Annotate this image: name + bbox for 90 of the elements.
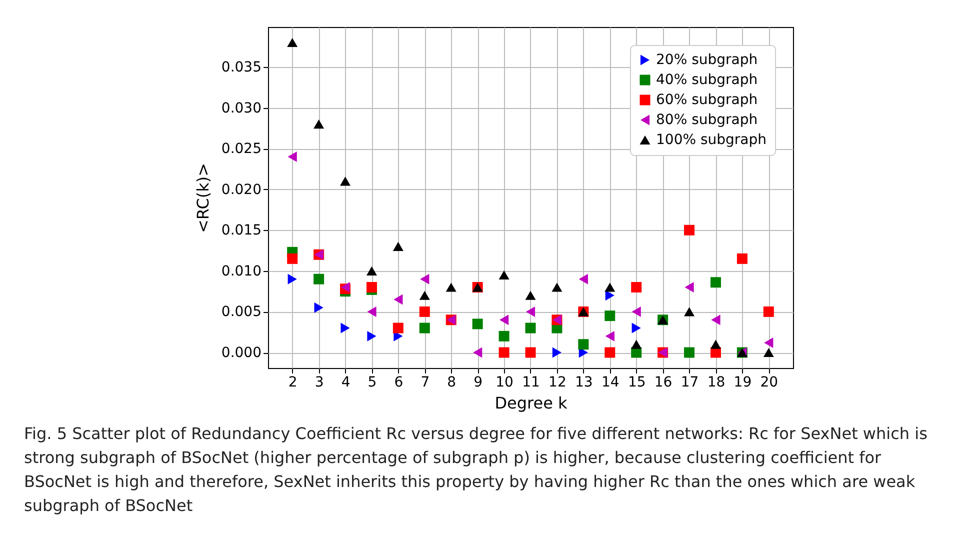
- x-tick-label: 20: [760, 374, 778, 390]
- point: [366, 266, 377, 276]
- x-tick-label: 13: [575, 374, 593, 390]
- x-tick-label: 10: [496, 374, 514, 390]
- point: [340, 176, 351, 186]
- point: [552, 347, 562, 358]
- x-tick-label: 16: [654, 374, 672, 390]
- point: [710, 340, 721, 349]
- legend-label: 60% subgraph: [656, 92, 758, 108]
- point: [605, 330, 614, 342]
- x-tick-label: 14: [601, 374, 620, 390]
- point: [525, 290, 536, 300]
- y-tick-label: 0.015: [221, 222, 262, 239]
- legend-label: 80% subgraph: [656, 112, 758, 128]
- point: [710, 277, 721, 288]
- caption: Fig. 5 Scatter plot of Redundancy Coefficient Rc versus degree for five different networks: Rc for SexNet which is strong subgraph of BSocNet (higher percentage of subgraph p) is higher, because clustering coefficient for BSocNet is high and therefore, SexNet inherits this property by having higher Rc than the ones which are weak subgraph of BSocNet: [24, 423, 928, 517]
- point: [288, 274, 297, 284]
- x-tick-label: 19: [734, 374, 752, 390]
- point: [314, 120, 324, 129]
- y-tick-label: 0.005: [221, 304, 262, 320]
- x-tick-label: 5: [368, 374, 377, 390]
- x-tick-label: 9: [474, 374, 483, 390]
- point: [394, 294, 403, 305]
- point: [288, 151, 297, 162]
- point: [525, 347, 536, 358]
- point: [711, 314, 720, 326]
- point: [684, 282, 694, 292]
- point: [604, 310, 616, 322]
- point: [367, 306, 376, 317]
- x-tick-label: 18: [707, 374, 726, 390]
- y-tick-label: 0.000: [221, 345, 262, 361]
- point: [340, 322, 350, 334]
- point: [287, 253, 298, 264]
- x-tick-label: 11: [522, 374, 540, 390]
- point: [631, 282, 642, 292]
- point: [631, 340, 642, 349]
- point: [526, 306, 536, 317]
- point: [763, 348, 774, 358]
- point: [763, 306, 774, 317]
- x-tick-label: 12: [548, 374, 566, 390]
- point: [605, 290, 614, 301]
- y-tick-label: 0.020: [221, 182, 262, 198]
- point: [498, 270, 510, 280]
- point: [498, 347, 510, 358]
- legend-label: 100% subgraph: [656, 132, 767, 148]
- point: [419, 290, 430, 300]
- point: [287, 38, 298, 48]
- y-tick-label: 0.010: [221, 263, 262, 280]
- point: [604, 347, 616, 358]
- point: [392, 242, 404, 251]
- point: [764, 337, 774, 348]
- y-tick-label: 0.025: [221, 141, 262, 158]
- point: [632, 306, 641, 317]
- point: [578, 274, 588, 284]
- point: [604, 282, 616, 292]
- point: [473, 347, 482, 358]
- point: [525, 322, 536, 334]
- point: [578, 339, 589, 350]
- point: [498, 330, 510, 342]
- point: [420, 274, 430, 284]
- x-tick-label: 7: [420, 374, 430, 390]
- point: [419, 322, 430, 334]
- point: [552, 282, 562, 292]
- legend-label: 20% subgraph: [656, 52, 758, 68]
- point: [472, 318, 483, 330]
- point: [684, 347, 695, 358]
- x-tick-label: 17: [680, 374, 699, 390]
- point: [419, 306, 430, 317]
- y-axis-title: <RC(k)>: [193, 162, 212, 234]
- x-tick-label: 2: [288, 374, 298, 390]
- x-tick-label: 6: [394, 374, 404, 390]
- legend-label: 40% subgraph: [656, 72, 758, 88]
- point: [684, 224, 695, 236]
- point: [446, 282, 456, 292]
- point: [314, 274, 324, 284]
- x-tick-label: 3: [314, 374, 324, 390]
- point: [392, 322, 404, 334]
- x-tick-label: 4: [341, 374, 350, 390]
- point: [632, 322, 641, 334]
- point: [314, 302, 324, 313]
- x-tick-label: 8: [447, 374, 456, 390]
- point: [736, 253, 748, 264]
- y-tick-label: 0.035: [221, 59, 262, 76]
- x-tick-label: 15: [628, 374, 646, 390]
- y-tick-label: 0.030: [221, 100, 262, 116]
- point: [684, 307, 695, 316]
- point: [499, 314, 509, 326]
- x-axis-title: Degree k: [494, 394, 568, 412]
- point: [366, 282, 377, 292]
- point: [367, 330, 376, 342]
